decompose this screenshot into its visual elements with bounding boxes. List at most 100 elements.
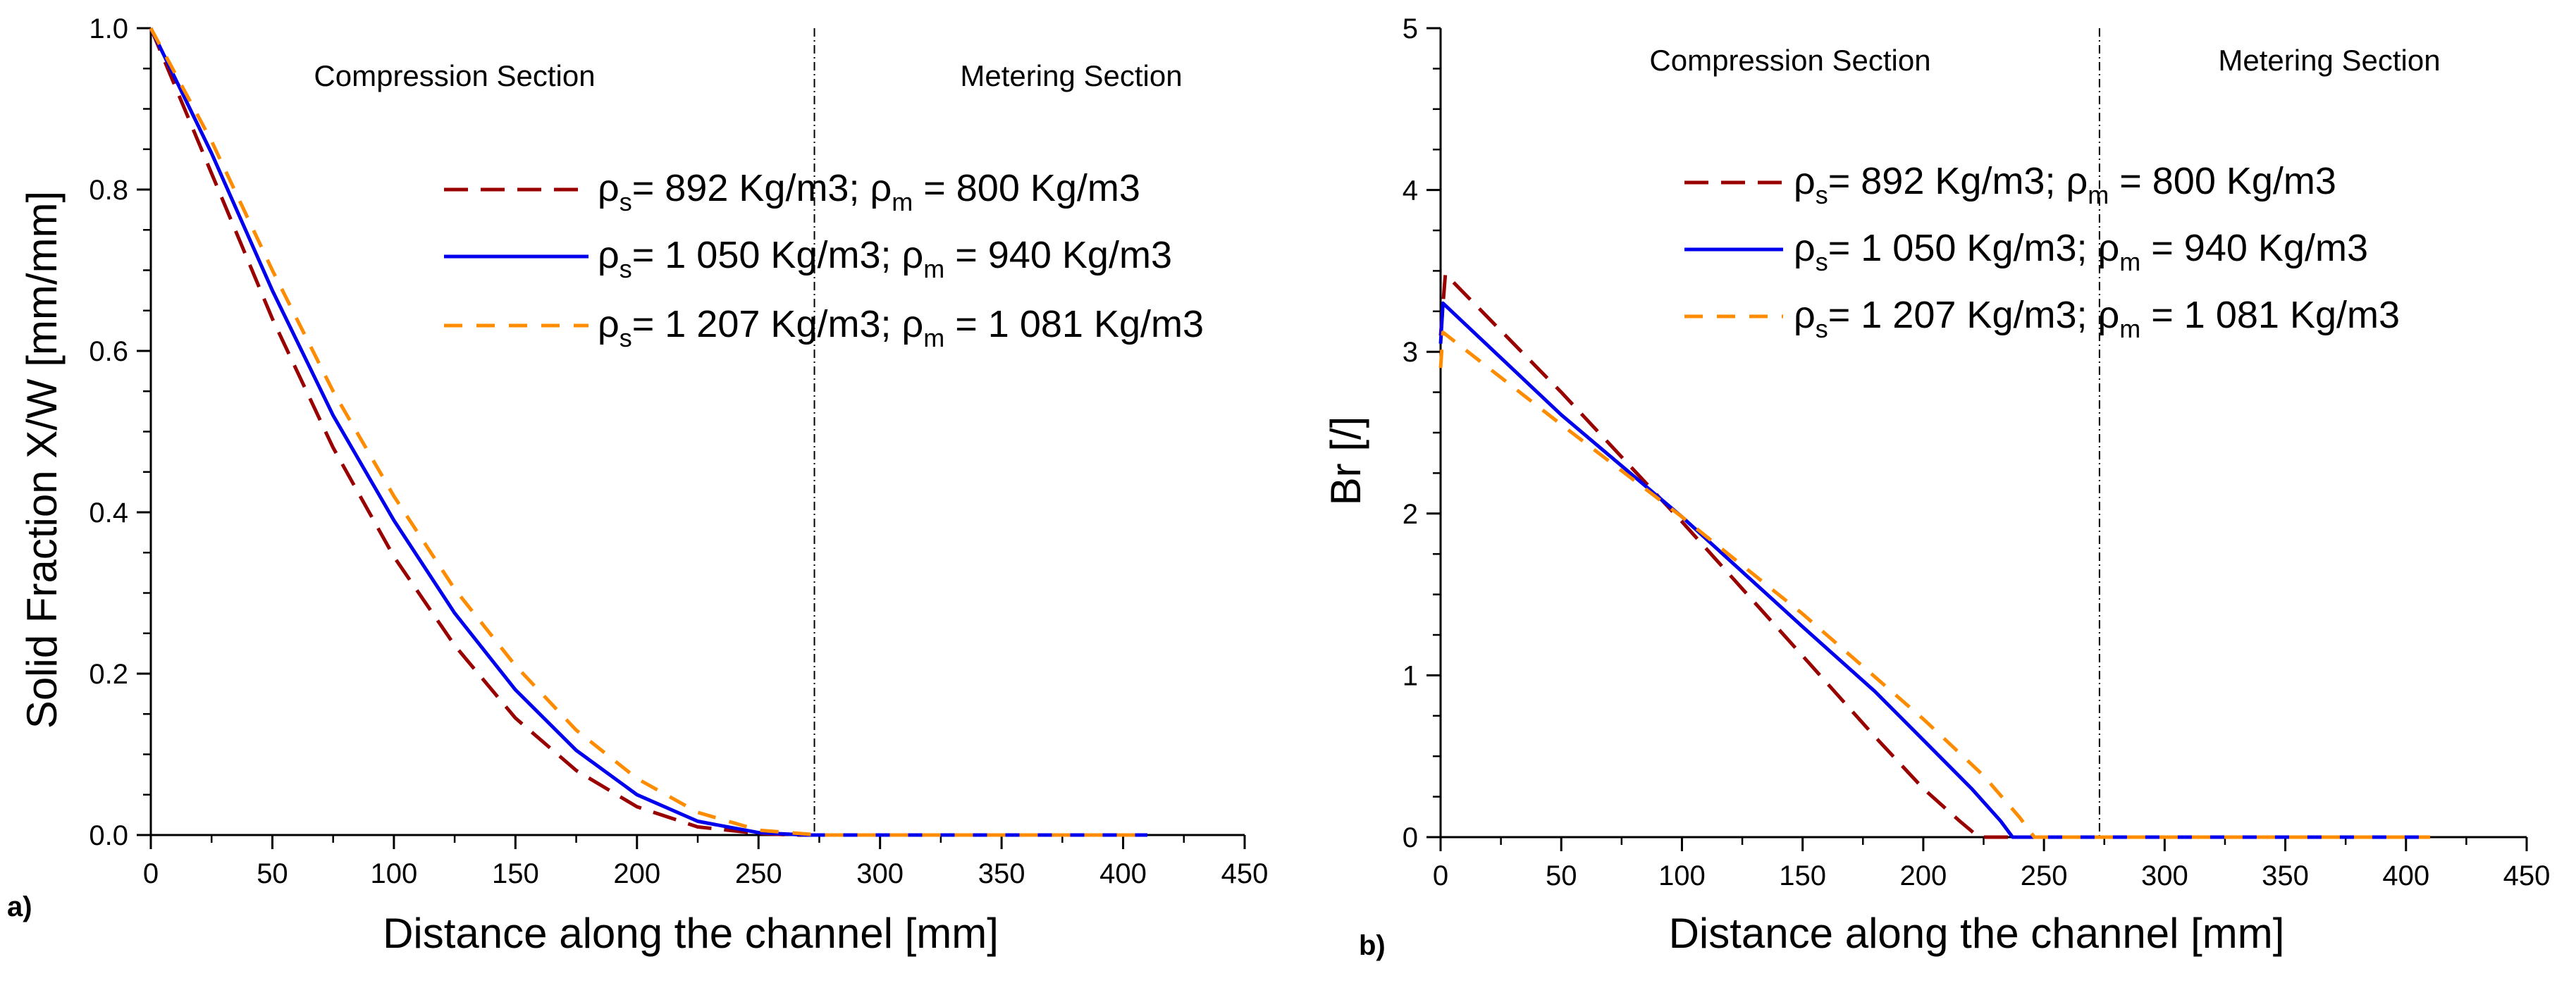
x-tick-label: 250 [735,858,782,889]
legend-text-part: ; ρ [2045,160,2088,202]
x-tick-label: 150 [1779,860,1826,891]
section-label-metering: Metering Section [2218,44,2440,77]
legend-text-part: 892 [665,167,728,209]
legend-text-part: s [620,254,632,283]
x-tick-label: 350 [978,858,1025,889]
legend-text-part: Kg/m3 [2226,160,2336,202]
legend-text-part: 800 [2152,160,2216,202]
legend-text-part [1956,227,1966,269]
y-tick-label: 1 [1403,660,1418,691]
legend-text-part: 1 207 [665,303,760,345]
y-axis-title: Solid Fraction X/W [mm/mm] [18,191,66,729]
x-tick-label: 200 [1900,860,1947,891]
section-label-compression: Compression Section [1649,44,1930,77]
legend-text-part: Kg/m3 [770,303,880,345]
x-tick-label: 50 [1546,860,1577,891]
y-tick-label: 0.6 [89,336,128,367]
x-tick-label: 300 [856,858,904,889]
legend-text-part: 940 [2184,227,2248,269]
legend-entry-2: ρs= 1 050 Kg/m3; ρm = 940 Kg/m3 [598,234,1172,283]
legend-text-part: m [2088,180,2109,209]
legend-text-part: ; ρ [849,167,892,209]
legend-text-part: Kg/m3 [2258,227,2368,269]
y-tick-label: 0.8 [89,175,128,206]
legend-text-part: ρ [1794,160,1816,202]
x-tick-label: 450 [1221,858,1269,889]
series-line-3 [1438,330,2430,839]
legend-text-part: 800 [956,167,1020,209]
legend-text-part: = [1828,227,1861,269]
legend-text-part: s [1816,180,1828,209]
legend-text-part: 1 050 [665,234,760,276]
series-line-1 [1438,272,2430,839]
legend-text-part: 940 [988,234,1052,276]
section-label-compression: Compression Section [314,59,595,92]
legend-entry-1: ρs= 892 Kg/m3; ρm = 800 Kg/m3 [1794,160,2336,209]
y-tick-label: 0.4 [89,497,128,528]
chart-panel-2: 0 50 100 150 200 250 300 350 400 450 0 1 2 3 4 5 Distanc… [1322,13,2550,961]
legend-text-part: = [1828,294,1861,336]
x-tick-label: 200 [613,858,660,889]
legend-text-part [1924,160,1935,202]
legend-text-part [2248,227,2258,269]
x-tick-label: 150 [492,858,539,889]
legend-text-part: = [2140,227,2184,269]
legend-text-part: Kg/m3 [1966,227,2076,269]
legend-text-part: Kg/m3 [739,167,849,209]
legend-text-part: m [892,187,913,216]
legend-text-part [1956,294,1966,336]
legend-text-part: ρ [598,167,620,209]
legend-text-part: Kg/m3 [1062,234,1172,276]
y-tick-label: 2 [1403,499,1418,530]
legend-text-part: ρ [598,303,620,345]
legend-entry-3: ρs= 1 207 Kg/m3; ρm = 1 081 Kg/m3 [1794,294,2400,343]
x-axis-title: Distance along the channel [mm] [383,910,999,957]
legend-text-part: 892 [1861,160,1924,202]
legend-text-part: m [923,323,944,352]
legend-text-part: 1 081 [988,303,1083,345]
section-label-metering: Metering Section [960,59,1182,92]
y-tick-label: 1.0 [89,13,128,44]
series-line-3 [149,27,1147,837]
x-tick-label: 300 [2141,860,2188,891]
legend-text-part: 1 081 [2184,294,2279,336]
legend-text-part: Kg/m3 [1966,294,2076,336]
x-tick-label: 350 [2262,860,2309,891]
legend-text-part: ; ρ [881,303,924,345]
legend-text-part: = [632,234,665,276]
legend-text-part: m [2119,247,2140,276]
legend-text-part: Kg/m3 [1935,160,2045,202]
legend-text-part: m [923,254,944,283]
panel-label: b) [1359,930,1386,961]
legend-text-part: = [1828,160,1861,202]
legend-text-part: Kg/m3 [2290,294,2400,336]
x-tick-label: 50 [257,858,288,889]
series-line-1 [149,27,1147,837]
legend-text-part: ; ρ [2077,294,2120,336]
x-tick-label: 100 [1658,860,1706,891]
legend-text-part: 1 050 [1861,227,1956,269]
legend-text-part: Kg/m3 [1094,303,1204,345]
series-line-2 [149,27,1147,837]
legend-text-part [728,167,739,209]
y-tick-label: 3 [1403,337,1418,368]
legend-text-part: = [913,167,956,209]
legend-text-part: ρ [1794,294,1816,336]
x-tick-label: 400 [2382,860,2429,891]
legend-text-part: Kg/m3 [770,234,880,276]
legend-text-part: 1 207 [1861,294,1956,336]
chart-panel-1: 0 50 100 150 200 250 300 350 400 450 0.0 0.2 0.4 0.6 0… [7,13,1268,957]
legend-text-part: ; ρ [2077,227,2120,269]
legend-text-part: ; ρ [881,234,924,276]
legend-entry-3: ρs= 1 207 Kg/m3; ρm = 1 081 Kg/m3 [598,303,1204,352]
legend-text-part [1020,167,1030,209]
legend-text-part: = [944,234,988,276]
legend-text-part [1083,303,1094,345]
y-tick-label: 4 [1403,175,1418,206]
legend-entry-1: ρs= 892 Kg/m3; ρm = 800 Kg/m3 [598,167,1140,216]
legend-text-part: = [2109,160,2152,202]
y-tick-label: 0.2 [89,659,128,690]
